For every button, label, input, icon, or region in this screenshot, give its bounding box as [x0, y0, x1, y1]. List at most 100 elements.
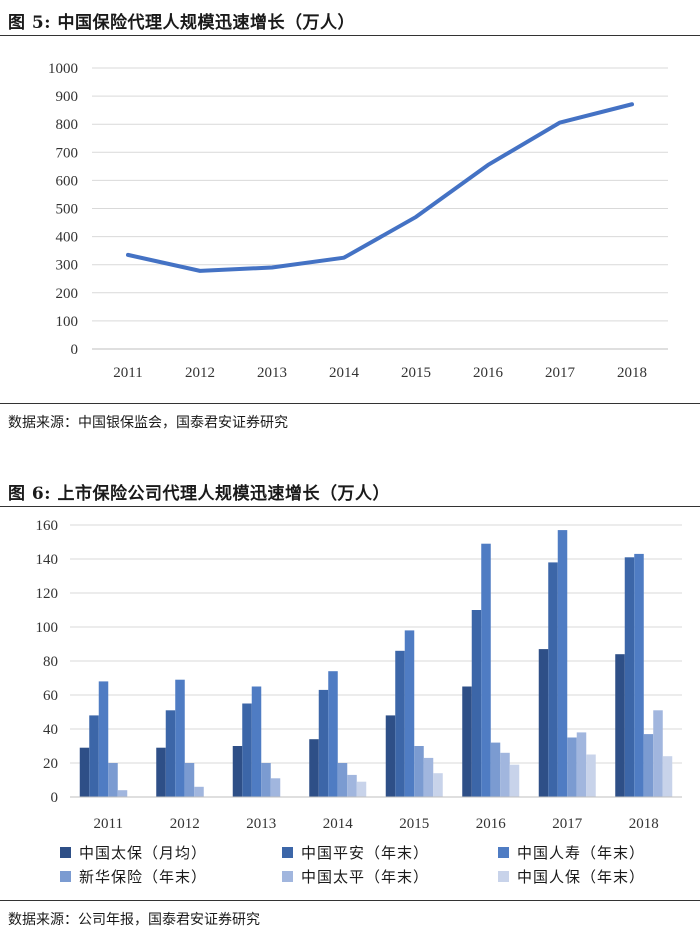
bar: [261, 763, 271, 797]
x-tick-label: 2016: [473, 365, 504, 381]
y-tick-label: 120: [36, 586, 59, 602]
legend-item: 中国人保（年末）: [498, 866, 645, 887]
bar: [165, 710, 176, 797]
bar: [395, 650, 405, 797]
x-tick-label: 2011: [94, 816, 123, 832]
x-tick-label: 2012: [185, 365, 215, 381]
bar: [242, 703, 252, 797]
bar: [509, 764, 520, 797]
x-tick-label: 2017: [552, 816, 583, 832]
x-tick-label: 2011: [113, 365, 142, 381]
legend-item: 中国人寿（年末）: [498, 842, 645, 863]
bar-chart: 0 20 40 60 80 100 120 140 160 2011 2012 2013 2014 201…: [36, 518, 682, 832]
line-chart: 0 100 200 300 400 500 600 700 800 900 1000 2011 2012…: [48, 61, 668, 381]
bar: [270, 778, 281, 797]
bar: [634, 553, 644, 797]
y-tick-label: 60: [43, 688, 58, 704]
y-tick-label: 20: [43, 756, 58, 772]
x-tick-label: 2014: [323, 816, 354, 832]
bar: [490, 742, 501, 797]
bar: [462, 686, 472, 797]
y-tick-label: 100: [56, 314, 79, 330]
legend-label: 中国人保（年末）: [517, 868, 646, 886]
legend-item: 中国太保（月均）: [60, 842, 207, 863]
bar: [251, 686, 262, 797]
x-tick-label: 2018: [617, 365, 647, 381]
legend-swatch: [498, 871, 509, 882]
bar-chart-legend: 中国太保（月均） 中国平安（年末） 中国人寿（年末） 新华保险（年末） 中国太平（年末）…: [0, 842, 700, 890]
bar: [586, 754, 596, 797]
bar: [615, 654, 625, 797]
bar: [385, 715, 396, 797]
figure1-bottom-rule: [0, 403, 700, 404]
bar: [108, 763, 118, 797]
y-tick-label: 100: [36, 620, 59, 636]
legend-label: 中国人寿（年末）: [517, 844, 646, 862]
legend-label: 中国太保（月均）: [79, 844, 208, 862]
legend-item: 中国太平（年末）: [282, 866, 429, 887]
bar: [194, 786, 204, 797]
bar: [98, 681, 109, 797]
bar: [653, 710, 663, 797]
bar: [433, 773, 443, 797]
y-tick-label: 800: [56, 117, 79, 133]
x-tick-label: 2016: [476, 816, 507, 832]
bar: [309, 739, 319, 797]
figure2-source: 数据来源：公司年报，国泰君安证券研究: [8, 912, 260, 928]
legend-item: 新华保险（年末）: [60, 866, 207, 887]
y-tick-label: 700: [56, 145, 79, 161]
figure2-bottom-rule: [0, 900, 700, 901]
bar: [89, 715, 99, 797]
bar: [576, 732, 587, 797]
bar: [175, 679, 185, 797]
bar: [662, 756, 673, 797]
bar: [500, 752, 510, 797]
y-tick-label: 0: [71, 342, 79, 358]
bar: [643, 734, 654, 797]
y-tick-label: 300: [56, 258, 79, 274]
y-tick-label: 600: [56, 173, 79, 189]
y-tick-label: 140: [36, 552, 59, 568]
bar: [79, 747, 90, 797]
bar: [538, 649, 549, 797]
x-tick-label: 2018: [629, 816, 659, 832]
bar: [548, 562, 558, 797]
bar: [557, 530, 568, 797]
y-tick-label: 80: [43, 654, 58, 670]
legend-item: 中国平安（年末）: [282, 842, 429, 863]
bar: [347, 774, 357, 797]
x-tick-label: 2015: [399, 816, 429, 832]
bar: [117, 790, 128, 797]
bar: [471, 610, 482, 797]
legend-swatch: [60, 871, 71, 882]
bar: [567, 737, 577, 797]
y-tick-label: 40: [43, 722, 58, 738]
x-tick-label: 2012: [170, 816, 200, 832]
bar: [232, 746, 243, 797]
y-tick-label: 200: [56, 286, 79, 302]
legend-label: 新华保险（年末）: [79, 868, 208, 886]
x-tick-label: 2013: [246, 816, 276, 832]
x-tick-label: 2014: [329, 365, 360, 381]
legend-swatch: [282, 847, 293, 858]
bar: [328, 671, 338, 797]
figure1-title-rule: [0, 35, 700, 36]
x-tick-label: 2013: [257, 365, 287, 381]
legend-swatch: [282, 871, 293, 882]
x-tick-label: 2015: [401, 365, 431, 381]
bar: [423, 757, 434, 797]
legend-swatch: [60, 847, 71, 858]
bar: [404, 630, 415, 797]
y-tick-label: 1000: [48, 61, 78, 77]
figure1-source: 数据来源：中国银保监会，国泰君安证券研究: [8, 415, 288, 431]
y-tick-label: 400: [56, 230, 79, 246]
figure2-title-rule: [0, 506, 700, 507]
y-tick-label: 0: [51, 790, 59, 806]
legend-swatch: [498, 847, 509, 858]
y-tick-label: 160: [36, 518, 59, 534]
legend-label: 中国太平（年末）: [301, 868, 430, 886]
y-tick-label: 500: [56, 202, 79, 218]
x-tick-label: 2017: [545, 365, 576, 381]
bar: [184, 763, 195, 797]
figure2-title: 图 6: 上市保险公司代理人规模迅速增长（万人）: [8, 484, 390, 504]
